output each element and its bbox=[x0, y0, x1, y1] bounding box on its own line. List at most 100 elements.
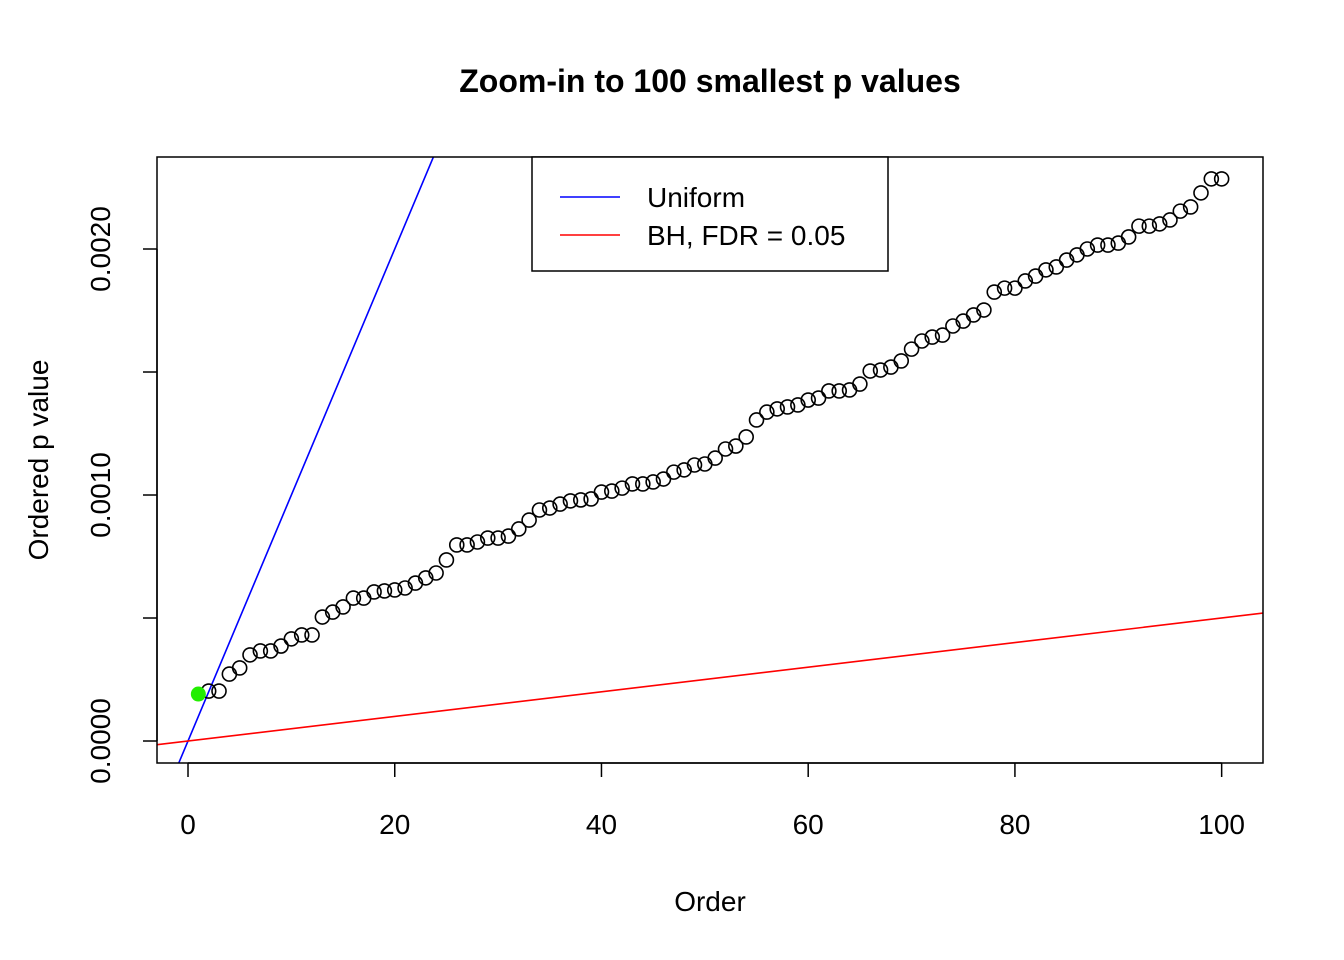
data-point bbox=[386, 582, 403, 598]
data-point bbox=[1182, 199, 1199, 215]
data-point bbox=[1193, 185, 1209, 201]
data-point bbox=[769, 401, 785, 417]
x-tick-label: 80 bbox=[999, 809, 1030, 840]
data-point bbox=[304, 627, 320, 643]
data-point bbox=[376, 583, 393, 599]
data-point bbox=[1058, 252, 1075, 268]
data-point bbox=[314, 609, 331, 625]
bh-line bbox=[157, 612, 1263, 746]
data-point bbox=[221, 666, 238, 682]
data-point bbox=[924, 329, 941, 345]
data-point bbox=[1017, 273, 1034, 289]
data-point bbox=[262, 643, 279, 659]
data-point bbox=[490, 530, 506, 546]
legend-label-bh: BH, FDR = 0.05 bbox=[647, 220, 845, 251]
data-point bbox=[893, 353, 910, 369]
y-axis-label: Ordered p value bbox=[23, 360, 54, 561]
data-point bbox=[1079, 241, 1096, 257]
legend-label-uniform: Uniform bbox=[647, 182, 745, 213]
data-point bbox=[273, 638, 289, 654]
data-point bbox=[883, 359, 899, 375]
data-point bbox=[593, 484, 610, 500]
data-point bbox=[748, 412, 765, 428]
data-point bbox=[986, 284, 1003, 300]
y-tick-label: 0.0000 bbox=[85, 698, 116, 784]
data-point bbox=[728, 438, 744, 454]
data-point bbox=[759, 404, 775, 420]
chart-title: Zoom-in to 100 smallest p values bbox=[459, 63, 960, 99]
data-point bbox=[211, 683, 227, 699]
data-point bbox=[965, 307, 982, 323]
data-point bbox=[1141, 218, 1158, 234]
data-point bbox=[335, 599, 351, 615]
data-point bbox=[779, 399, 796, 415]
data-point bbox=[1120, 229, 1137, 245]
data-point bbox=[1162, 212, 1178, 228]
data-point bbox=[686, 457, 703, 473]
data-point bbox=[697, 456, 713, 472]
data-point bbox=[1089, 237, 1106, 253]
data-point bbox=[1213, 171, 1230, 187]
data-point bbox=[841, 382, 858, 398]
data-point bbox=[676, 462, 692, 478]
data-point bbox=[1038, 262, 1054, 278]
data-point bbox=[914, 333, 930, 349]
data-point bbox=[293, 627, 310, 643]
data-point bbox=[903, 341, 920, 357]
data-point bbox=[407, 575, 424, 591]
data-point bbox=[604, 483, 620, 499]
data-point bbox=[738, 429, 754, 445]
data-point bbox=[852, 376, 868, 392]
x-tick-label: 40 bbox=[586, 809, 617, 840]
x-tick-label: 60 bbox=[793, 809, 824, 840]
data-point bbox=[1151, 216, 1168, 232]
data-point bbox=[541, 500, 558, 516]
x-tick-label: 100 bbox=[1198, 809, 1245, 840]
data-point bbox=[242, 647, 258, 663]
data-point bbox=[1131, 218, 1147, 234]
data-point bbox=[872, 362, 889, 378]
data-point bbox=[945, 318, 961, 334]
data-point bbox=[510, 521, 527, 537]
data-point bbox=[655, 471, 672, 487]
legend: Uniform BH, FDR = 0.05 bbox=[531, 156, 889, 272]
x-axis-label: Order bbox=[674, 886, 746, 917]
data-point bbox=[459, 537, 475, 553]
y-tick-label: 0.0010 bbox=[85, 452, 116, 538]
data-point bbox=[976, 302, 992, 318]
data-point bbox=[531, 502, 548, 518]
data-point bbox=[1172, 203, 1189, 219]
data-point bbox=[1110, 235, 1127, 251]
data-point bbox=[790, 397, 806, 413]
data-point bbox=[635, 476, 651, 492]
data-point bbox=[624, 476, 641, 492]
data-point bbox=[552, 496, 568, 512]
data-point bbox=[862, 363, 879, 379]
data-point bbox=[231, 660, 248, 676]
data-point bbox=[397, 580, 413, 596]
x-tick-label: 0 bbox=[180, 809, 196, 840]
data-point bbox=[252, 643, 269, 659]
data-point bbox=[831, 383, 848, 399]
data-point bbox=[583, 491, 599, 507]
data-point bbox=[1048, 259, 1065, 275]
data-point bbox=[572, 492, 589, 508]
data-point bbox=[934, 327, 951, 343]
data-point bbox=[355, 590, 372, 606]
data-point bbox=[324, 604, 341, 620]
data-point bbox=[707, 450, 723, 466]
data-point bbox=[1007, 280, 1023, 296]
data-point bbox=[438, 552, 455, 568]
uniform-line bbox=[177, 157, 435, 763]
data-point bbox=[366, 584, 382, 600]
data-point bbox=[614, 480, 630, 496]
data-point bbox=[1203, 171, 1220, 187]
data-point bbox=[717, 441, 734, 457]
data-point bbox=[562, 493, 579, 509]
data-point bbox=[479, 530, 496, 546]
highlighted-data-point bbox=[190, 686, 206, 702]
data-point bbox=[283, 631, 300, 647]
data-point bbox=[645, 474, 661, 490]
data-point bbox=[500, 528, 517, 544]
